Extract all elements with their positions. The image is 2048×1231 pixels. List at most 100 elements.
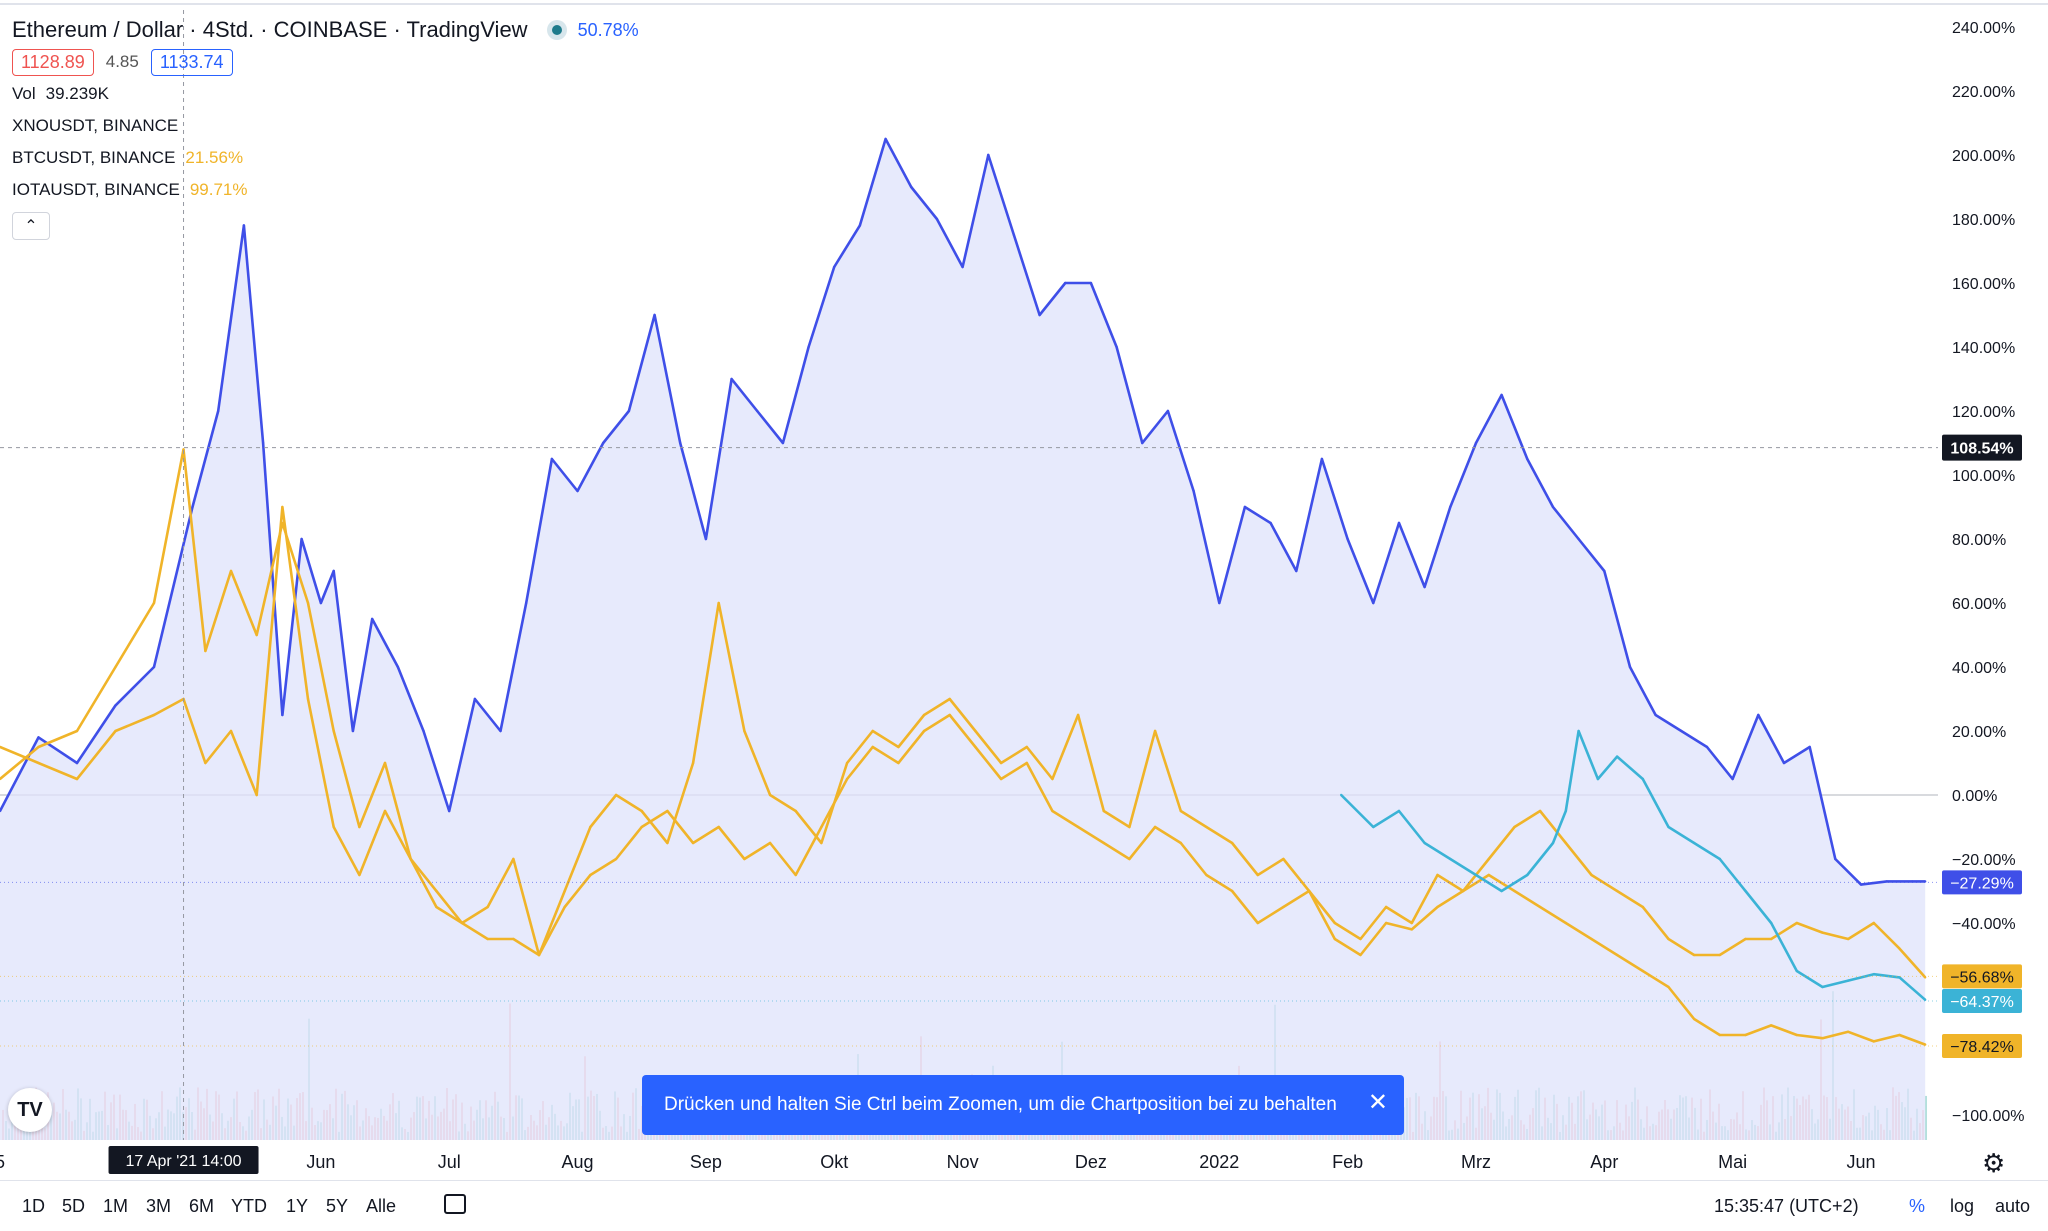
series-point (1230, 841, 1234, 845)
series-point (1282, 857, 1285, 861)
gear-icon[interactable]: ⚙ (1982, 1148, 2006, 1178)
buy-price-button[interactable]: 1133.74 (150, 48, 233, 76)
y-tick-label: −100.00% (1952, 1108, 2025, 1125)
y-tick-label: 140.00% (1952, 340, 2015, 357)
series-point (1718, 1033, 1722, 1037)
series-point (1782, 761, 1786, 765)
series-point (987, 153, 990, 157)
series-point (691, 841, 695, 845)
series-point (1423, 585, 1426, 589)
series-point (229, 569, 233, 573)
symbol-title[interactable]: Ethereum / Dollar · 4Std. · COINBASE · T… (12, 17, 528, 42)
series-point (935, 217, 939, 221)
series-point (473, 697, 477, 701)
log-scale-toggle[interactable]: log (1950, 1196, 1975, 1216)
series-point (261, 441, 265, 445)
zoom-hint-toast: Drücken und halten Sie Ctrl beim Zoomen,… (642, 1075, 1404, 1135)
tradingview-logo[interactable]: TV (8, 1088, 52, 1132)
series-point (871, 745, 874, 749)
y-axis[interactable]: 240.00% 220.00% 200.00% 180.00% 160.00% 140.0… (1952, 20, 2025, 1125)
sell-price-button[interactable]: 1128.89 (12, 48, 94, 76)
series-point (512, 937, 515, 941)
series-point (1487, 857, 1490, 861)
series-point (550, 457, 554, 461)
series-point (332, 825, 335, 829)
volume-value: 39.239K (45, 84, 109, 103)
range-button[interactable]: 5D (62, 1196, 86, 1216)
y-tick-label: 120.00% (1952, 404, 2015, 421)
percent-scale-toggle[interactable]: % (1909, 1196, 1926, 1216)
compare-symbol-row[interactable]: XNOUSDT, BINANCE (12, 110, 639, 142)
range-button[interactable]: 1Y (286, 1196, 309, 1216)
close-icon[interactable]: ✕ (1367, 1089, 1388, 1116)
y-tick-label: 240.00% (1952, 20, 2015, 37)
market-status-icon[interactable] (551, 25, 562, 35)
series-point (858, 224, 862, 227)
x-tick-label: Dez (1075, 1152, 1107, 1172)
auto-scale-toggle[interactable]: auto (1995, 1196, 2031, 1216)
range-button[interactable]: YTD (231, 1196, 267, 1216)
x-tick-label: Jun (1846, 1152, 1875, 1172)
series-point (1667, 985, 1670, 989)
series-line-1 (0, 448, 1927, 979)
series-point (114, 704, 117, 707)
series-point (216, 409, 220, 413)
range-button[interactable]: 3M (146, 1196, 172, 1216)
series-point (1821, 931, 1824, 934)
series-point (922, 729, 926, 733)
y-tick-label: 60.00% (1952, 596, 2006, 613)
series-point (1256, 873, 1259, 877)
calendar-icon[interactable] (444, 1194, 466, 1214)
range-button[interactable]: 6M (189, 1196, 215, 1216)
series-point (781, 441, 785, 445)
series-point (1769, 921, 1773, 925)
series-point (1449, 505, 1452, 509)
series-point (1153, 729, 1157, 733)
series-point (1474, 873, 1478, 877)
series-point (1628, 665, 1632, 669)
compare-symbol-row[interactable]: IOTAUSDT, BINANCE 99.71% (12, 174, 639, 206)
series-point (1339, 793, 1343, 797)
series-point (1718, 857, 1722, 861)
range-button[interactable]: 1D (22, 1196, 46, 1216)
y-tick-label: 220.00% (1952, 84, 2015, 101)
toast-text: Drücken und halten Sie Ctrl beim Zoomen,… (664, 1094, 1337, 1115)
clock-time[interactable]: 15:35:47 (UTC+2) (1714, 1196, 1859, 1216)
x-tick-label: Jul (438, 1152, 461, 1172)
series-point (1590, 873, 1593, 877)
series-point (1153, 825, 1157, 829)
series-point (435, 905, 438, 909)
y-tick-label: −40.00% (1952, 916, 2016, 933)
series-point (1205, 873, 1208, 877)
series-point (1846, 979, 1850, 982)
series-point (1641, 969, 1645, 973)
range-button[interactable]: 1M (103, 1196, 129, 1216)
volume-row[interactable]: Vol 39.239K (12, 78, 639, 110)
crosshair: 17 Apr '21 14:00 108.54% (0, 10, 2022, 1174)
series-point (1923, 998, 1927, 1001)
series-point (1769, 1024, 1773, 1027)
y-tick-label: 0.00% (1952, 788, 1997, 805)
series-point (1500, 393, 1503, 397)
series-point (358, 873, 361, 877)
volume-bar (1925, 1095, 1927, 1140)
range-button[interactable]: Alle (366, 1196, 397, 1216)
series-point (486, 905, 489, 909)
last-value-label: −78.42% (1950, 1039, 2014, 1056)
series-point (281, 505, 284, 509)
crosshair-x-label: 17 Apr '21 14:00 (126, 1153, 242, 1170)
series-point (435, 889, 438, 893)
x-axis[interactable]: 5 Jun Jul Aug Sep Okt Nov Dez 2022 Feb Mrz Apr Mai Ju… (0, 1152, 1876, 1172)
compare-symbol-row[interactable]: BTCUSDT, BINANCE 21.56% (12, 142, 639, 174)
series-point (1128, 857, 1131, 861)
series-point (1718, 953, 1722, 957)
series-point (1769, 937, 1773, 941)
y-tick-label: 160.00% (1952, 276, 2015, 293)
series-point (974, 745, 977, 749)
series-point (460, 921, 464, 925)
series-point (1744, 1033, 1747, 1037)
series-point (1808, 745, 1811, 749)
series-point (614, 857, 618, 861)
collapse-legend-button[interactable]: ⌃ (12, 212, 50, 240)
range-button[interactable]: 5Y (326, 1196, 349, 1216)
